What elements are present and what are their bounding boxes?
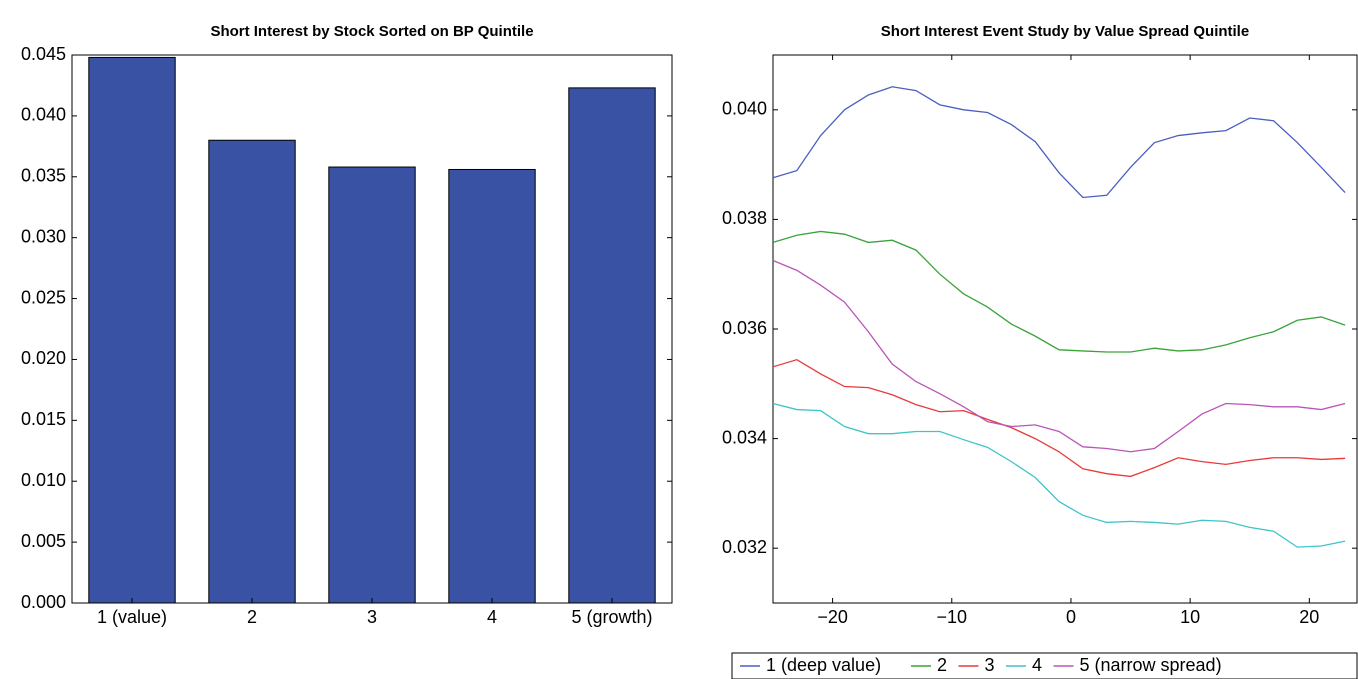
x-tick-label: 20: [1299, 607, 1319, 627]
y-tick-label: 0.020: [21, 348, 66, 368]
legend-label: 1 (deep value): [766, 655, 881, 675]
y-tick-label: 0.015: [21, 409, 66, 429]
y-tick-label: 0.025: [21, 287, 66, 307]
x-tick-label: 4: [487, 607, 497, 627]
x-tick-label: 3: [367, 607, 377, 627]
plot-area: [772, 54, 1358, 604]
line-series: [772, 86, 1346, 199]
chart-title: Short Interest by Stock Sorted on BP Qui…: [210, 23, 533, 40]
y-tick-label: 0.005: [21, 531, 66, 551]
x-tick-label: 5 (growth): [571, 607, 652, 627]
bar: [568, 87, 656, 604]
legend-box: [731, 652, 1358, 679]
y-tick-label: 0.038: [722, 208, 767, 228]
line-series: [772, 358, 1346, 478]
y-tick-label: 0.035: [21, 166, 66, 186]
y-tick-label: 0.040: [722, 99, 767, 119]
line-series: [772, 402, 1346, 548]
x-tick-label: 0: [1066, 607, 1076, 627]
bar: [448, 168, 536, 604]
x-tick-label: −10: [937, 607, 968, 627]
line-series: [772, 259, 1346, 453]
y-tick-label: 0.036: [722, 318, 767, 338]
legend-label: 3: [985, 655, 995, 675]
x-tick-label: 2: [247, 607, 257, 627]
y-tick-label: 0.045: [21, 44, 66, 64]
line-series: [772, 230, 1346, 353]
y-tick-label: 0.034: [722, 427, 767, 447]
y-tick-label: 0.032: [722, 537, 767, 557]
chart-title: Short Interest Event Study by Value Spre…: [881, 23, 1249, 40]
y-tick-label: 0.030: [21, 226, 66, 246]
y-tick-label: 0.040: [21, 105, 66, 125]
y-tick-label: 0.000: [21, 592, 66, 612]
x-tick-label: 10: [1180, 607, 1200, 627]
bar: [328, 166, 416, 604]
y-tick-label: 0.010: [21, 470, 66, 490]
bar: [88, 56, 176, 604]
legend-label: 4: [1032, 655, 1042, 675]
legend-label: 2: [937, 655, 947, 675]
legend-label: 5 (narrow spread): [1080, 655, 1222, 675]
x-tick-label: −20: [817, 607, 848, 627]
x-tick-label: 1 (value): [97, 607, 167, 627]
bar: [208, 139, 296, 604]
